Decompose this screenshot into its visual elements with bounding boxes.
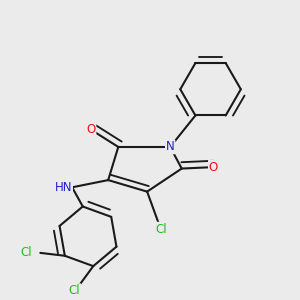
Text: Cl: Cl [20,246,32,260]
Text: Cl: Cl [69,284,80,297]
Text: N: N [166,140,175,153]
Text: O: O [209,160,218,174]
Text: HN: HN [55,181,72,194]
Text: Cl: Cl [156,223,167,236]
Text: O: O [86,123,95,136]
